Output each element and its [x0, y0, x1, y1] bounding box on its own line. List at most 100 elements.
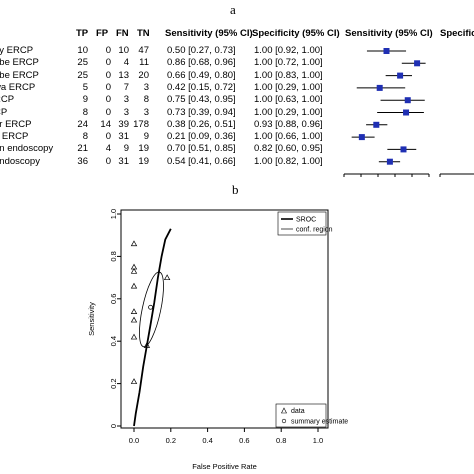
sensitivity-cell: 0.42 [0.15, 0.72] [167, 81, 236, 93]
sensitivity-cell: 0.86 [0.68, 0.96] [167, 57, 236, 69]
header-fp: FP [96, 28, 109, 39]
fp-cell: 0 [105, 131, 111, 143]
sensitivity-marker [397, 72, 404, 79]
fn-cell: 31 [118, 131, 129, 143]
sensitivity-cell: 0.50 [0.27, 0.73] [167, 45, 236, 56]
sensitivity-marker [400, 146, 407, 153]
tp-cell: 8 [82, 106, 88, 118]
header-fn: FN [116, 28, 129, 39]
sensitivity-marker [414, 60, 421, 67]
data-point [143, 342, 151, 348]
header-sensitivity-plot: Sensitivity (95% CI) [345, 28, 433, 39]
y-axis-label: Sensitivity [87, 302, 96, 336]
fn-cell: 9 [123, 143, 129, 155]
specificity-cell: 1.00 [0.63, 1.00] [254, 94, 323, 106]
sensitivity-cell: 0.75 [0.43, 0.95] [167, 94, 236, 106]
legend-data-label: data [291, 408, 305, 415]
panel-b-label: b [232, 182, 239, 197]
fn-cell: 3 [123, 106, 129, 118]
tn-cell: 3 [143, 106, 149, 118]
tp-cell: 25 [77, 69, 88, 81]
legend-summary-label: summary estimate [291, 419, 348, 426]
x-tick-label: 0.6 [239, 436, 249, 445]
table-row: RCP 9 03 8 0.75 [0.43, 0.95] 1.00 [0.63, 1.00… [0, 94, 340, 105]
header-sensitivity: Sensitivity (95% CI) [165, 28, 253, 39]
tn-cell: 47 [138, 45, 149, 56]
study-name: ube ERCP [0, 69, 39, 81]
table-row: a ERCP 8 0 31 9 0.21 [0.09, 0.36] 1.00 [0.66, … [0, 131, 340, 142]
fn-cell: 13 [118, 69, 129, 81]
specificity-cell: 1.00 [0.72, 1.00] [254, 57, 323, 69]
tp-cell: 21 [77, 143, 88, 155]
tp-cell: 10 [77, 45, 88, 56]
y-tick-label: 0.4 [109, 336, 118, 346]
y-tick-label: 1.0 [109, 209, 118, 219]
sensitivity-cell: 0.21 [0.09, 0.36] [167, 131, 236, 143]
fp-cell: 0 [105, 45, 111, 56]
legend-data-swatch [281, 407, 287, 414]
data-point [130, 316, 138, 323]
study-name: ny ERCP [0, 45, 34, 56]
tp-cell: 36 [77, 155, 88, 167]
data-point [130, 378, 138, 384]
sensitivity-cell: 0.38 [0.26, 0.51] [167, 118, 236, 130]
data-point [163, 274, 171, 281]
sensitivity-cell: 0.54 [0.41, 0.66] [167, 155, 236, 167]
study-name: an endoscopy [0, 143, 54, 155]
specificity-cell: 0.82 [0.60, 0.95] [254, 143, 323, 155]
sensitivity-cell: 0.66 [0.49, 0.80] [167, 69, 236, 81]
legend-top: SROC conf. region [277, 211, 333, 236]
y-tick-label: 0.6 [109, 294, 118, 304]
legend-summary-swatch [281, 418, 287, 424]
fp-cell: 0 [105, 94, 111, 106]
tn-cell: 19 [138, 155, 149, 167]
data-point [130, 240, 138, 247]
table-row: wa ERCP 5 07 3 0.42 [0.15, 0.72] 1.00 [0.29, … [0, 82, 340, 93]
sensitivity-marker [376, 84, 383, 91]
sensitivity-marker [386, 158, 393, 165]
panel-a-label: a [230, 2, 236, 17]
sensitivity-marker [373, 121, 380, 128]
header-tp: TP [76, 28, 89, 39]
legend-sroc-label: SROC [296, 217, 316, 224]
tn-cell: 19 [138, 143, 149, 155]
specificity-cell: 1.00 [0.92, 1.00] [254, 45, 323, 56]
study-name: wa ERCP [0, 81, 36, 93]
x-tick-label: 1.0 [313, 436, 323, 445]
sensitivity-marker [358, 134, 365, 141]
fp-cell: 14 [100, 118, 111, 130]
tp-cell: 5 [82, 81, 88, 93]
tn-cell: 178 [133, 118, 149, 130]
fn-cell: 7 [123, 81, 129, 93]
tn-cell: 11 [139, 57, 149, 69]
study-name: a ERCP [0, 131, 29, 143]
forest-marks: 00.20.40.60.810 [343, 48, 474, 177]
sensitivity-marker [403, 109, 410, 116]
fn-cell: 10 [118, 45, 129, 56]
x-tick-label: 0.8 [276, 436, 286, 445]
y-tick-label: 0.8 [109, 251, 118, 261]
table-row: endoscopy 36 0 31 19 0.54 [0.41, 0.66] 1.00 [0… [0, 156, 340, 167]
sensitivity-marker [404, 97, 411, 104]
tp-cell: 9 [82, 94, 88, 106]
sroc-curve [133, 228, 172, 427]
specificity-cell: 1.00 [0.66, 1.00] [254, 131, 323, 143]
fp-cell: 0 [105, 81, 111, 93]
tp-cell: 24 [77, 118, 88, 130]
table-row: ny ERCP 10 0 10 47 0.50 [0.27, 0.73] 1.00 [0.9… [0, 45, 340, 56]
fp-cell: 0 [105, 106, 111, 118]
fp-cell: 4 [105, 143, 111, 155]
specificity-cell: 1.00 [0.83, 1.00] [254, 69, 323, 81]
sensitivity-cell: 0.70 [0.51, 0.85] [167, 143, 236, 155]
study-name: CP [0, 106, 8, 118]
tn-cell: 3 [143, 81, 149, 93]
x-axis-label: False Positive Rate [192, 462, 257, 471]
legend-bottom: data summary estimate [275, 403, 348, 428]
summary-estimate-point [148, 304, 153, 310]
specificity-cell: 1.00 [0.29, 1.00] [254, 106, 323, 118]
sensitivity-marker [383, 48, 390, 54]
fp-cell: 0 [105, 155, 111, 167]
legend-bottom-box [275, 403, 327, 428]
table-row: ube ERCP 25 0 13 20 0.66 [0.49, 0.80] 1.00 [0.… [0, 70, 340, 81]
study-name: ube ERCP [0, 57, 39, 69]
